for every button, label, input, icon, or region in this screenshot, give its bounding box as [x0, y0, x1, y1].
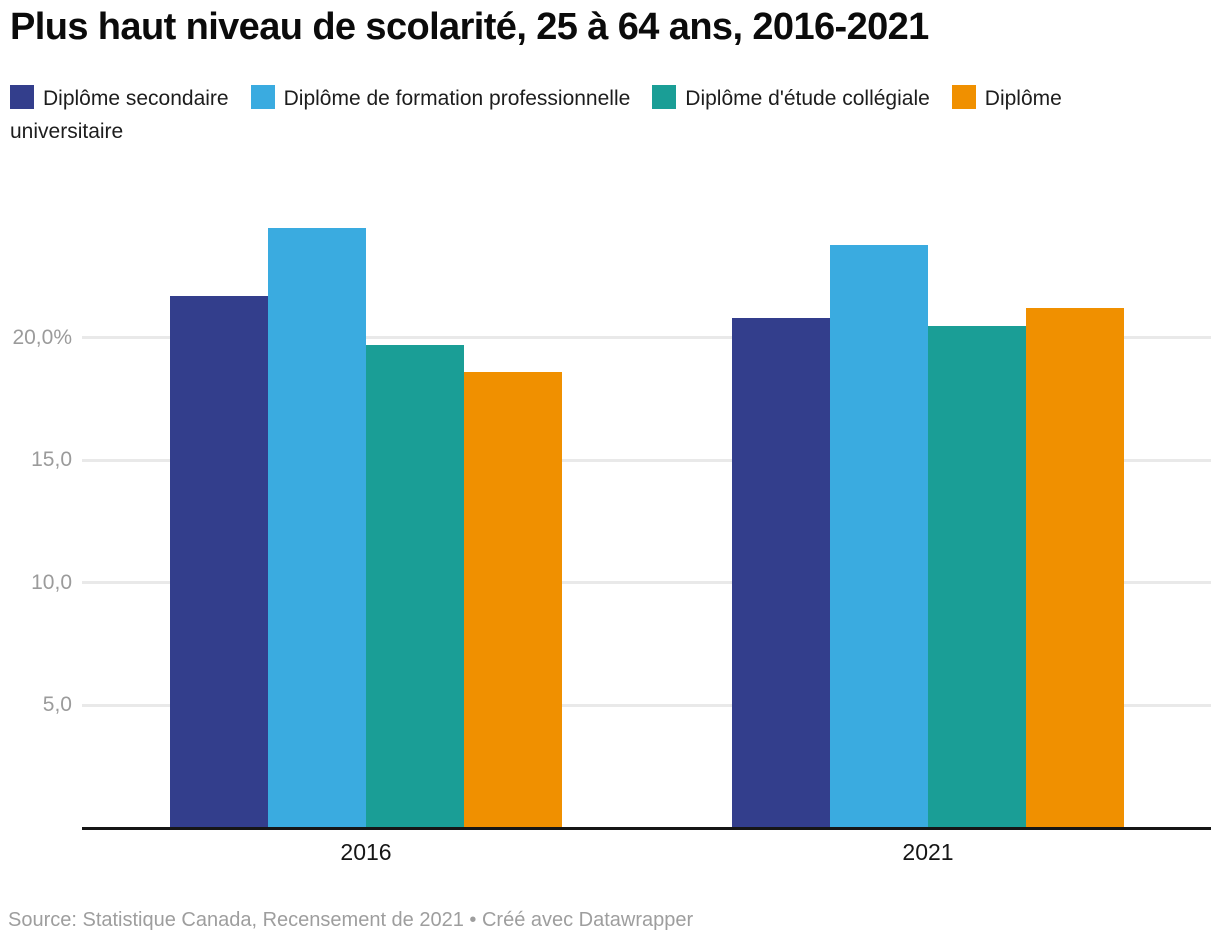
- gridline: [82, 581, 1211, 585]
- legend-item-label: Diplôme d'étude collégiale: [685, 87, 930, 110]
- bar: [732, 318, 830, 828]
- source-line: Source: Statistique Canada, Recensement …: [8, 909, 694, 931]
- legend: Diplôme secondaire Diplôme de formation p…: [10, 82, 1195, 148]
- bar: [830, 244, 928, 828]
- legend-item-label: Diplôme secondaire: [43, 87, 229, 110]
- gridline: [82, 703, 1211, 707]
- bar: [366, 345, 464, 828]
- bar: [268, 227, 366, 828]
- legend-swatch-icon: [652, 85, 677, 109]
- gridline: [82, 458, 1211, 462]
- legend-item: Diplôme universitaire: [10, 85, 1062, 143]
- chart-title: Plus haut niveau de scolarité, 25 à 64 a…: [10, 6, 929, 48]
- bar: [1026, 308, 1124, 828]
- x-axis-line: [82, 826, 1211, 830]
- bar: [464, 372, 562, 828]
- x-axis-label: 2016: [340, 839, 392, 865]
- bar: [170, 296, 268, 828]
- bar: [928, 325, 1026, 828]
- legend-item: Diplôme secondaire: [10, 85, 229, 110]
- legend-swatch-icon: [250, 85, 275, 109]
- gridline: [82, 336, 1211, 340]
- y-axis-tick-label: 20,0%: [12, 325, 72, 349]
- legend-item: Diplôme de formation professionnelle: [250, 85, 631, 110]
- y-axis-tick-label: 5,0: [42, 693, 72, 717]
- y-axis-tick-label: 10,0: [31, 570, 72, 594]
- legend-swatch-icon: [951, 85, 976, 109]
- legend-item-label: Diplôme universitaire: [10, 87, 1062, 143]
- x-axis-label: 2021: [902, 839, 954, 865]
- legend-swatch-icon: [10, 85, 34, 109]
- y-axis-tick-label: 15,0: [31, 448, 72, 472]
- legend-item-label: Diplôme de formation professionnelle: [283, 87, 631, 110]
- legend-item: Diplôme d'étude collégiale: [652, 85, 930, 110]
